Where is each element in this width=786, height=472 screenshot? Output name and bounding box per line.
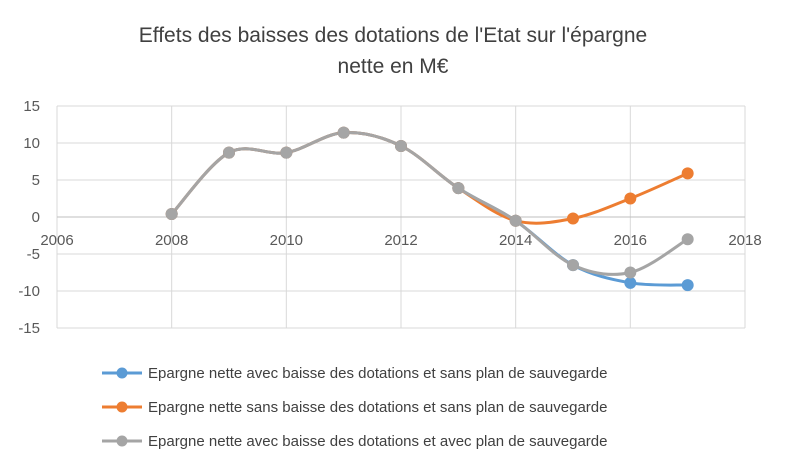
y-tick-label: 5 xyxy=(32,172,40,189)
data-point-2 xyxy=(567,259,579,272)
data-point-2 xyxy=(509,214,522,227)
chart-title-line-1: Effets des baisses des dotations de l'Et… xyxy=(138,24,648,47)
data-point-2 xyxy=(624,266,637,279)
x-tick-label: 2008 xyxy=(155,232,188,249)
x-tick-label: 2012 xyxy=(384,232,417,249)
data-point-0 xyxy=(681,279,694,292)
legend-label: Epargne nette avec baisse des dotations … xyxy=(148,432,608,450)
data-point-2 xyxy=(280,146,293,159)
series-layer xyxy=(165,126,694,292)
chart-title: Effets des baisses des dotations de l'Et… xyxy=(0,20,786,82)
x-tick-label: 2010 xyxy=(270,232,303,249)
series-line-1 xyxy=(170,131,690,225)
data-point-2 xyxy=(337,126,350,139)
data-point-2 xyxy=(452,182,465,195)
y-tick-label: -5 xyxy=(27,246,40,263)
data-point-2 xyxy=(223,146,235,159)
data-point-2 xyxy=(681,233,694,246)
y-tick-label: 10 xyxy=(23,135,40,152)
x-tick-label: 2018 xyxy=(728,232,761,249)
legend-label: Epargne nette avec baisse des dotations … xyxy=(148,364,608,382)
y-tick-label: -15 xyxy=(18,320,40,337)
series-line-2 xyxy=(170,131,690,276)
x-tick-label: 2014 xyxy=(499,232,532,249)
legend-item: Epargne nette sans baisse des dotations … xyxy=(100,390,608,424)
y-tick-label: 15 xyxy=(23,98,40,115)
legend-label: Epargne nette sans baisse des dotations … xyxy=(148,398,608,416)
chart-title-line-2: nette en M€ xyxy=(337,55,449,78)
data-point-2 xyxy=(395,139,407,152)
legend: Epargne nette avec baisse des dotations … xyxy=(100,356,608,458)
y-tick-label: 0 xyxy=(32,209,40,226)
data-point-2 xyxy=(165,208,178,221)
axis-layer: 15 10 5 0 -5 -10 -15 2006 2008 2010 2012 2014 2016 20… xyxy=(18,98,761,337)
series-line-0 xyxy=(170,131,690,287)
data-point-1 xyxy=(681,167,694,180)
legend-swatch-icon xyxy=(102,401,142,413)
data-point-0 xyxy=(624,276,637,289)
legend-swatch-icon xyxy=(102,367,142,379)
data-point-1 xyxy=(567,212,579,225)
legend-item: Epargne nette avec baisse des dotations … xyxy=(100,424,608,458)
legend-item: Epargne nette avec baisse des dotations … xyxy=(100,356,608,390)
x-tick-label: 2006 xyxy=(40,232,73,249)
y-tick-label: -10 xyxy=(18,283,40,300)
data-point-1 xyxy=(624,192,637,205)
legend-swatch-icon xyxy=(102,435,142,447)
x-tick-label: 2016 xyxy=(614,232,647,249)
